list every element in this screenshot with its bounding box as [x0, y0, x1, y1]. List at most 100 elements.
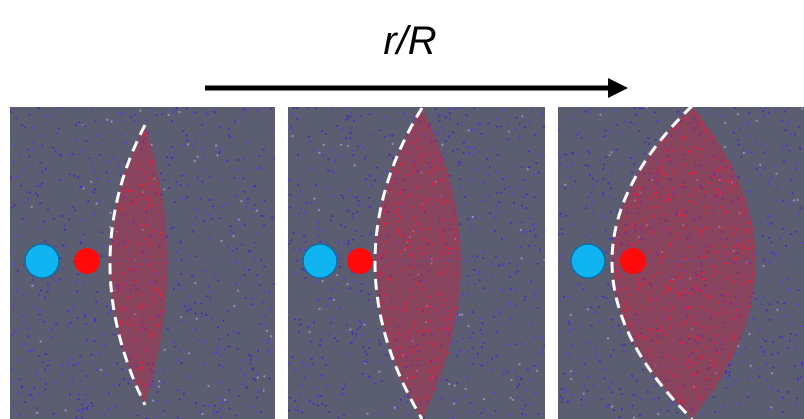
particle: [244, 268, 246, 270]
shocked-particle: [658, 330, 660, 332]
shocked-particle: [747, 231, 749, 233]
shocked-particle: [637, 199, 639, 201]
particle: [291, 113, 293, 115]
shocked-particle: [627, 294, 629, 296]
particle: [441, 399, 443, 401]
particle: [784, 129, 786, 131]
shocked-particle: [751, 246, 753, 248]
particle: [225, 160, 227, 162]
particle: [11, 334, 13, 336]
red-sphere: [74, 248, 100, 274]
particle: [463, 142, 465, 144]
particle: [133, 120, 135, 122]
particle: [168, 114, 170, 116]
particle: [21, 385, 23, 387]
particle: [528, 166, 530, 168]
particle: [337, 417, 339, 419]
particle: [724, 146, 726, 148]
shocked-particle: [715, 352, 717, 354]
particle: [339, 258, 341, 260]
particle: [624, 344, 626, 346]
particle: [745, 135, 747, 137]
shocked-particle: [394, 306, 396, 308]
particle: [557, 129, 559, 131]
particle: [187, 305, 189, 307]
shocked-particle: [648, 250, 650, 252]
particle: [473, 107, 475, 109]
particle: [588, 165, 590, 167]
particle: [563, 296, 565, 298]
particle: [457, 397, 459, 399]
shocked-particle: [429, 320, 431, 322]
particle: [315, 107, 317, 109]
particle: [787, 391, 789, 393]
shocked-particle: [643, 282, 645, 284]
particle: [81, 148, 83, 150]
shocked-particle: [111, 277, 113, 279]
shocked-particle: [720, 167, 722, 169]
particle: [615, 198, 617, 200]
particle: [385, 170, 387, 172]
shocked-particle: [733, 336, 735, 338]
particle: [23, 322, 25, 324]
particle: [105, 374, 107, 376]
particle: [558, 332, 560, 334]
particle: [62, 268, 64, 270]
particle: [378, 339, 380, 341]
particle: [459, 350, 461, 352]
shocked-particle: [648, 349, 650, 351]
particle: [605, 229, 607, 231]
particle: [38, 293, 40, 295]
particle: [239, 279, 241, 281]
shocked-particle: [676, 276, 678, 278]
shocked-particle: [729, 165, 731, 167]
particle: [542, 349, 544, 351]
shocked-particle: [125, 322, 127, 324]
particle: [260, 167, 262, 169]
shocked-particle: [637, 282, 639, 284]
particle: [783, 160, 785, 162]
particle: [762, 338, 764, 340]
shocked-particle: [418, 161, 420, 163]
particle: [512, 399, 514, 401]
particle: [350, 132, 352, 134]
particle: [252, 368, 254, 370]
shocked-particle: [742, 243, 744, 245]
particle: [785, 145, 787, 147]
particle: [322, 280, 324, 282]
particle: [87, 200, 89, 202]
particle: [44, 297, 46, 299]
particle: [539, 248, 541, 250]
particle: [763, 152, 765, 154]
particle: [522, 232, 524, 234]
particle: [392, 157, 394, 159]
particle: [784, 111, 786, 113]
particle: [187, 143, 189, 145]
particle: [219, 408, 221, 410]
particle: [309, 202, 311, 204]
particle: [296, 107, 298, 109]
particle: [105, 255, 107, 257]
particle: [308, 136, 310, 138]
particle: [735, 379, 737, 381]
particle: [77, 273, 79, 275]
particle: [254, 379, 256, 381]
particle: [611, 381, 613, 383]
particle: [776, 309, 778, 311]
page: r/R (() => { const data = JSON.parse(doc…: [0, 0, 804, 419]
particle: [511, 193, 513, 195]
particle: [701, 412, 703, 414]
particle: [42, 361, 44, 363]
particle: [641, 108, 643, 110]
particle: [252, 185, 254, 187]
shocked-particle: [449, 318, 451, 320]
shocked-particle: [143, 208, 145, 210]
particle: [202, 148, 204, 150]
shocked-particle: [615, 264, 617, 266]
particle: [180, 197, 182, 199]
particle: [16, 289, 18, 291]
particle: [469, 178, 471, 180]
particle: [501, 238, 503, 240]
particle: [176, 107, 178, 109]
particle: [652, 375, 654, 377]
